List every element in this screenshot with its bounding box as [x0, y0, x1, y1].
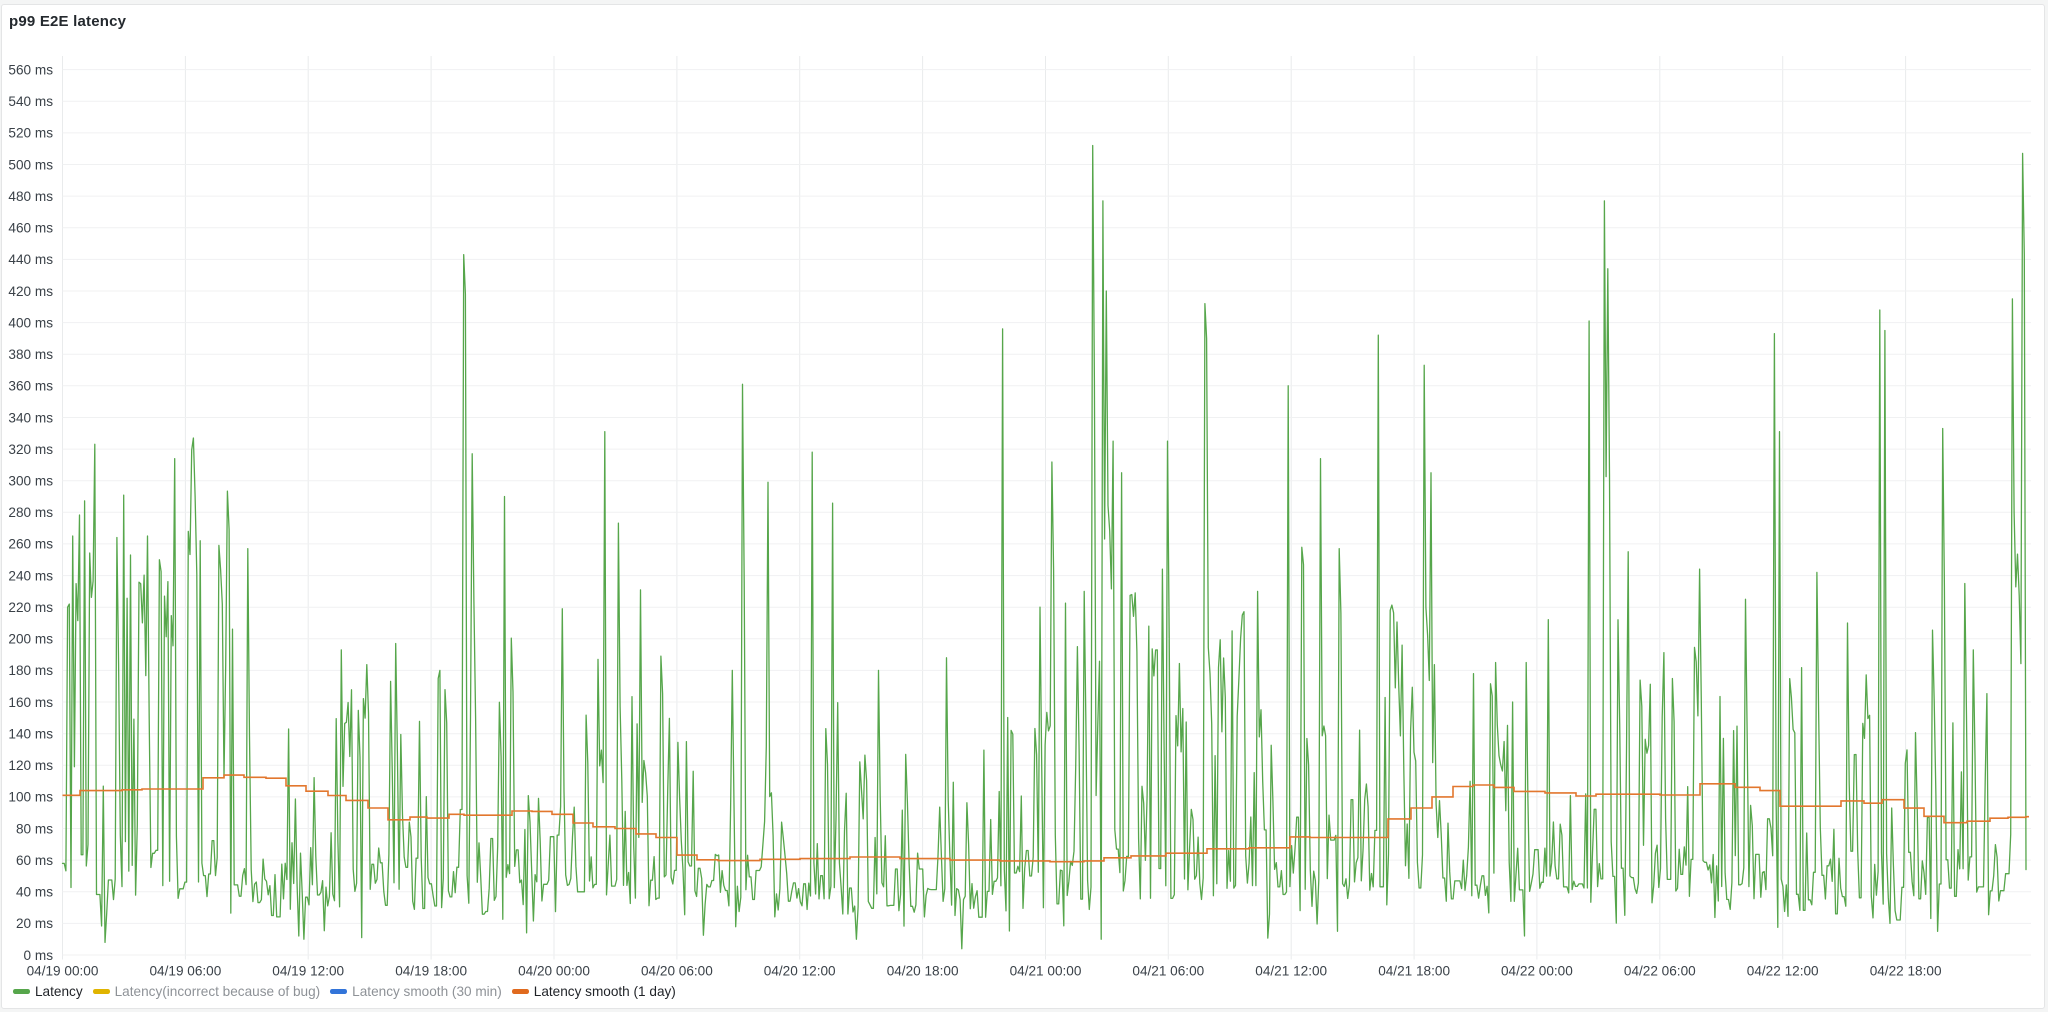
- svg-text:04/22 18:00: 04/22 18:00: [1870, 964, 1942, 979]
- svg-text:220 ms: 220 ms: [8, 600, 53, 615]
- svg-text:04/19 12:00: 04/19 12:00: [272, 964, 344, 979]
- svg-text:20 ms: 20 ms: [16, 916, 53, 931]
- svg-text:04/20 18:00: 04/20 18:00: [887, 964, 959, 979]
- svg-text:04/19 06:00: 04/19 06:00: [149, 964, 221, 979]
- svg-text:160 ms: 160 ms: [8, 695, 53, 710]
- svg-text:04/22 12:00: 04/22 12:00: [1747, 964, 1819, 979]
- svg-text:40 ms: 40 ms: [16, 885, 53, 900]
- svg-text:100 ms: 100 ms: [8, 790, 53, 805]
- svg-text:560 ms: 560 ms: [8, 62, 53, 77]
- svg-text:440 ms: 440 ms: [8, 252, 53, 267]
- svg-text:480 ms: 480 ms: [8, 189, 53, 204]
- svg-text:04/22 00:00: 04/22 00:00: [1501, 964, 1573, 979]
- svg-text:400 ms: 400 ms: [8, 315, 53, 330]
- svg-text:140 ms: 140 ms: [8, 727, 53, 742]
- svg-text:280 ms: 280 ms: [8, 505, 53, 520]
- svg-text:04/21 12:00: 04/21 12:00: [1255, 964, 1327, 979]
- svg-text:04/19 18:00: 04/19 18:00: [395, 964, 467, 979]
- svg-text:0 ms: 0 ms: [24, 948, 54, 963]
- svg-text:04/21 18:00: 04/21 18:00: [1378, 964, 1450, 979]
- svg-text:500 ms: 500 ms: [8, 157, 53, 172]
- svg-text:200 ms: 200 ms: [8, 632, 53, 647]
- svg-text:240 ms: 240 ms: [8, 568, 53, 583]
- svg-text:04/20 00:00: 04/20 00:00: [518, 964, 590, 979]
- svg-text:04/20 06:00: 04/20 06:00: [641, 964, 713, 979]
- svg-text:04/21 00:00: 04/21 00:00: [1010, 964, 1082, 979]
- svg-text:420 ms: 420 ms: [8, 284, 53, 299]
- svg-text:380 ms: 380 ms: [8, 347, 53, 362]
- svg-text:04/20 12:00: 04/20 12:00: [764, 964, 836, 979]
- svg-text:04/22 06:00: 04/22 06:00: [1624, 964, 1696, 979]
- svg-text:04/21 06:00: 04/21 06:00: [1132, 964, 1204, 979]
- svg-text:120 ms: 120 ms: [8, 758, 53, 773]
- svg-text:60 ms: 60 ms: [16, 853, 53, 868]
- svg-text:80 ms: 80 ms: [16, 821, 53, 836]
- svg-text:180 ms: 180 ms: [8, 663, 53, 678]
- svg-text:320 ms: 320 ms: [8, 442, 53, 457]
- svg-text:520 ms: 520 ms: [8, 126, 53, 141]
- svg-text:540 ms: 540 ms: [8, 94, 53, 109]
- svg-text:340 ms: 340 ms: [8, 410, 53, 425]
- svg-text:04/19 00:00: 04/19 00:00: [27, 964, 99, 979]
- svg-text:360 ms: 360 ms: [8, 379, 53, 394]
- svg-text:260 ms: 260 ms: [8, 537, 53, 552]
- svg-text:460 ms: 460 ms: [8, 221, 53, 236]
- svg-text:300 ms: 300 ms: [8, 474, 53, 489]
